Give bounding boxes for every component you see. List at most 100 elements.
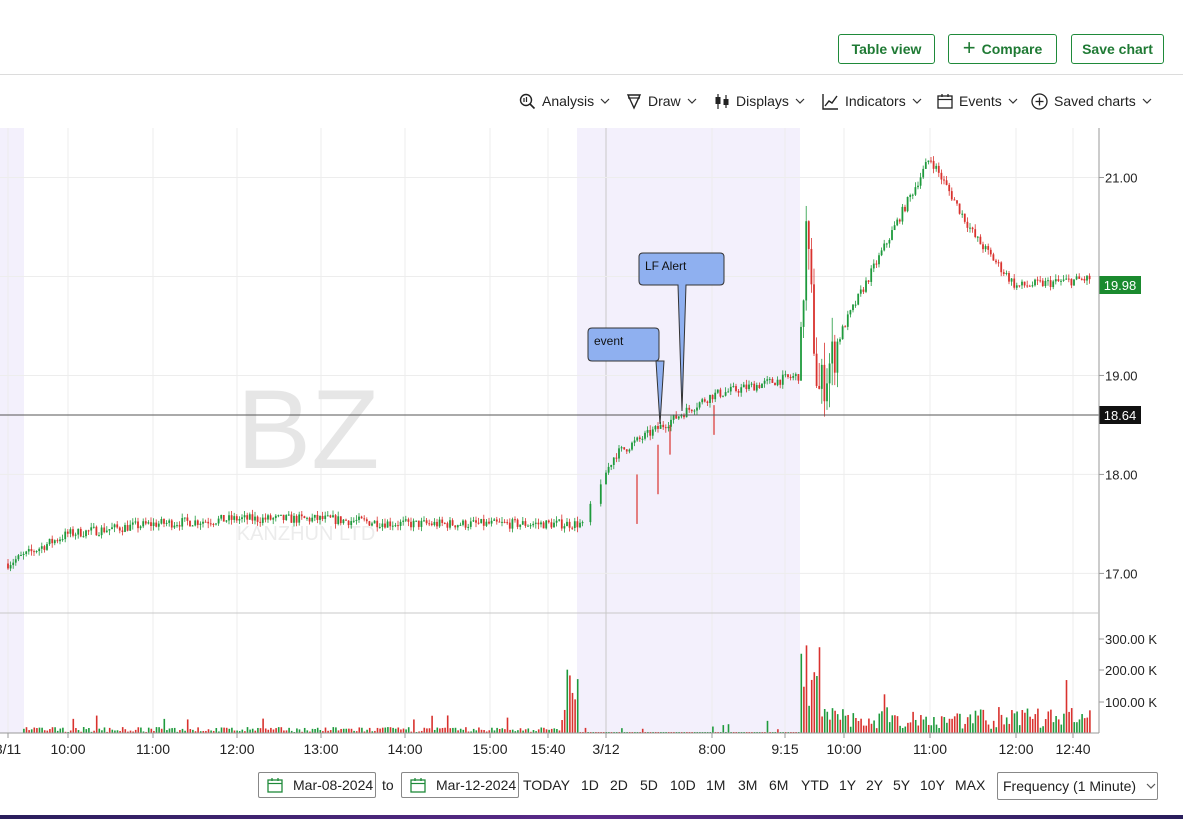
candle-body — [625, 449, 628, 452]
range-5y-button[interactable]: 5Y — [893, 777, 911, 793]
volume-bar — [436, 727, 439, 733]
volume-bar — [366, 729, 368, 733]
volume-bar — [862, 725, 865, 733]
candle-body — [644, 432, 646, 439]
volume-bar — [501, 728, 504, 733]
price-chart[interactable]: BZ KANZHUN LTD 18.64 19.98 21.00 19.00 18.0… — [0, 128, 1183, 760]
candle-body — [17, 555, 20, 560]
saved-charts-menu[interactable]: Saved charts — [1031, 88, 1152, 114]
candle-body — [79, 528, 82, 537]
candle-body — [402, 520, 405, 522]
volume-bar — [566, 669, 569, 733]
range-today-button[interactable]: TODAY — [523, 777, 570, 793]
chevron-down-icon — [687, 98, 697, 104]
candle-body — [129, 524, 132, 531]
volume-bar — [166, 730, 168, 733]
volume-bar — [423, 727, 426, 733]
volume-bar — [72, 718, 75, 733]
candle-body — [217, 518, 220, 524]
candle-body — [196, 520, 199, 525]
candle-body — [779, 379, 782, 385]
range-1d-button[interactable]: 1D — [581, 777, 599, 793]
candle-body — [641, 438, 644, 440]
events-menu[interactable]: Events — [937, 88, 1018, 114]
volume-bar — [504, 729, 506, 733]
candle-body — [953, 199, 956, 201]
volume-bar — [262, 718, 264, 733]
candle-body — [987, 246, 990, 250]
candle-body — [787, 374, 789, 377]
range-2d-button[interactable]: 2D — [610, 777, 628, 793]
reference-price-label: 18.64 — [1104, 408, 1137, 423]
range-10d-button[interactable]: 10D — [670, 777, 696, 793]
candle-body — [144, 521, 147, 524]
candle-body — [662, 424, 665, 428]
range-ytd-button[interactable]: YTD — [801, 777, 829, 793]
candle-body — [846, 314, 849, 327]
candle-body — [77, 528, 80, 535]
draw-menu[interactable]: Draw — [626, 88, 697, 114]
candle-body — [568, 521, 571, 528]
volume-bar — [285, 730, 288, 733]
candle-body — [480, 519, 483, 524]
candle-body — [235, 516, 238, 521]
volume-bar — [917, 725, 920, 733]
watermark-name: KANZHUN LTD — [237, 523, 376, 545]
save-chart-button[interactable]: Save chart — [1071, 34, 1164, 64]
draw-label: Draw — [648, 93, 681, 109]
volume-bar — [1034, 714, 1037, 733]
range-6m-button[interactable]: 6M — [769, 777, 789, 793]
volume-bar — [1021, 710, 1024, 733]
volume-bar — [459, 728, 462, 733]
candle-body — [943, 179, 945, 181]
table-view-button[interactable]: Table view — [838, 34, 935, 64]
candle-body — [1002, 272, 1005, 274]
candle-body — [675, 414, 678, 419]
compare-button[interactable]: + Compare — [948, 34, 1057, 64]
analysis-menu[interactable]: Analysis — [519, 88, 610, 114]
chevron-down-icon — [795, 98, 805, 104]
candle-body — [729, 386, 732, 392]
range-1y-button[interactable]: 1Y — [839, 777, 857, 793]
range-2y-button[interactable]: 2Y — [866, 777, 884, 793]
end-date-input[interactable]: Mar-12-2024 — [401, 772, 519, 798]
volume-bar — [257, 727, 259, 733]
volume-bar — [309, 731, 311, 733]
candle-body — [976, 236, 979, 238]
frequency-select[interactable]: Frequency (1 Minute) — [997, 772, 1158, 800]
candle-body — [124, 525, 126, 532]
candle-body — [826, 383, 828, 402]
volume-bar — [355, 731, 358, 733]
range-3m-button[interactable]: 3M — [738, 777, 758, 793]
volume-bar — [576, 679, 579, 733]
candle-body — [360, 516, 363, 519]
candle-body — [524, 521, 527, 526]
volume-bar — [842, 709, 844, 733]
candle-body — [870, 268, 873, 282]
candle-body — [1054, 279, 1057, 282]
range-5d-button[interactable]: 5D — [640, 777, 658, 793]
candle-body — [813, 284, 815, 354]
range-10y-button[interactable]: 10Y — [920, 777, 945, 793]
volume-bar — [150, 728, 153, 733]
volume-bar — [449, 728, 452, 733]
candle-body — [446, 523, 449, 528]
candle-body — [781, 374, 784, 385]
volume-bar — [834, 710, 836, 733]
range-1m-button[interactable]: 1M — [706, 777, 726, 793]
volume-bar — [480, 729, 483, 733]
range-max-button[interactable]: MAX — [955, 777, 986, 793]
volume-bar — [415, 731, 418, 733]
indicators-menu[interactable]: Indicators — [822, 88, 922, 114]
volume-bar — [1052, 722, 1055, 733]
volume-bar — [927, 724, 930, 733]
start-date-input[interactable]: Mar-08-2024 — [258, 772, 376, 798]
candle-body — [935, 165, 938, 169]
displays-menu[interactable]: Displays — [714, 88, 805, 114]
candle-body — [384, 523, 386, 528]
volume-bar — [873, 720, 875, 733]
volume-bar — [878, 713, 881, 733]
volume-bar — [514, 731, 517, 733]
volume-bar — [766, 720, 769, 733]
candle-body — [893, 225, 896, 231]
